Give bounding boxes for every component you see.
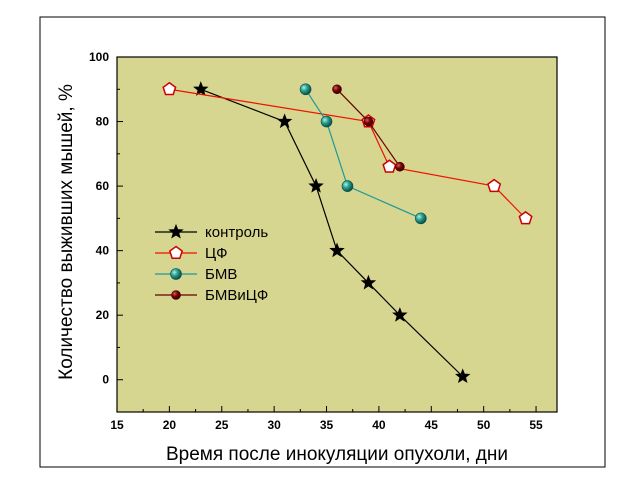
data-point-star [392,307,408,322]
x-tick-label: 15 [110,418,124,432]
data-point-pentagon [487,178,502,193]
data-point-star [193,81,209,96]
x-tick-label: 50 [477,418,491,432]
data-point-circle [363,116,374,127]
data-point-star [329,242,345,258]
data-point-circle [395,161,405,172]
legend-label: контроль [205,224,268,241]
data-point-star [168,223,184,239]
data-point-pentagon [382,159,397,173]
y-tick-label: 40 [96,244,110,258]
data-point-sphere [415,212,427,225]
series-4 [332,84,405,172]
x-axis: 15 20 25 30 35 40 45 50 55 [110,406,543,432]
legend-label: БМВиЦФ [205,287,268,304]
legend-item: БМВиЦФ [155,287,268,304]
legend-label: ЦФ [205,245,228,262]
data-point-star [308,177,324,193]
legend-label: БМВ [205,266,237,283]
x-tick-label: 40 [372,418,386,432]
x-tick-label: 25 [215,418,229,432]
y-tick-label: 60 [96,179,110,193]
y-tick-label: 20 [96,308,110,322]
series-3 [299,83,427,225]
data-point-star [276,113,293,129]
y-axis-label: Количество выживших мышей, % [56,84,77,380]
series-layer [162,81,533,384]
series-1 [193,81,471,384]
legend: контроль ЦФ БМВ БМВиЦФ [155,223,268,304]
plot-area [116,56,558,413]
data-point-pentagon [168,245,184,260]
data-point-sphere [170,268,182,280]
data-point-pentagon [162,81,177,96]
legend-item: БМВ [155,266,237,283]
legend-item: контроль [155,223,268,241]
data-point-circle [171,290,181,300]
y-axis: 0 20 40 60 80 100 [89,50,123,413]
x-tick-label: 55 [529,418,543,432]
data-point-sphere [320,115,333,128]
data-point-sphere [299,83,312,96]
data-point-pentagon [518,210,533,225]
data-point-star [455,368,471,384]
legend-item: ЦФ [155,245,228,262]
y-tick-label: 0 [102,373,109,387]
data-point-star [360,274,377,290]
series-line [305,88,422,219]
y-tick-label: 80 [96,115,110,129]
data-point-circle [332,84,342,95]
x-tick-label: 35 [320,418,334,432]
x-tick-label: 30 [267,418,281,432]
data-point-sphere [341,180,354,192]
x-tick-label: 20 [163,418,177,432]
x-axis-label: Время после инокуляции опухоли, дни [166,444,508,465]
x-tick-label: 45 [425,418,439,432]
y-tick-label: 100 [89,50,109,64]
